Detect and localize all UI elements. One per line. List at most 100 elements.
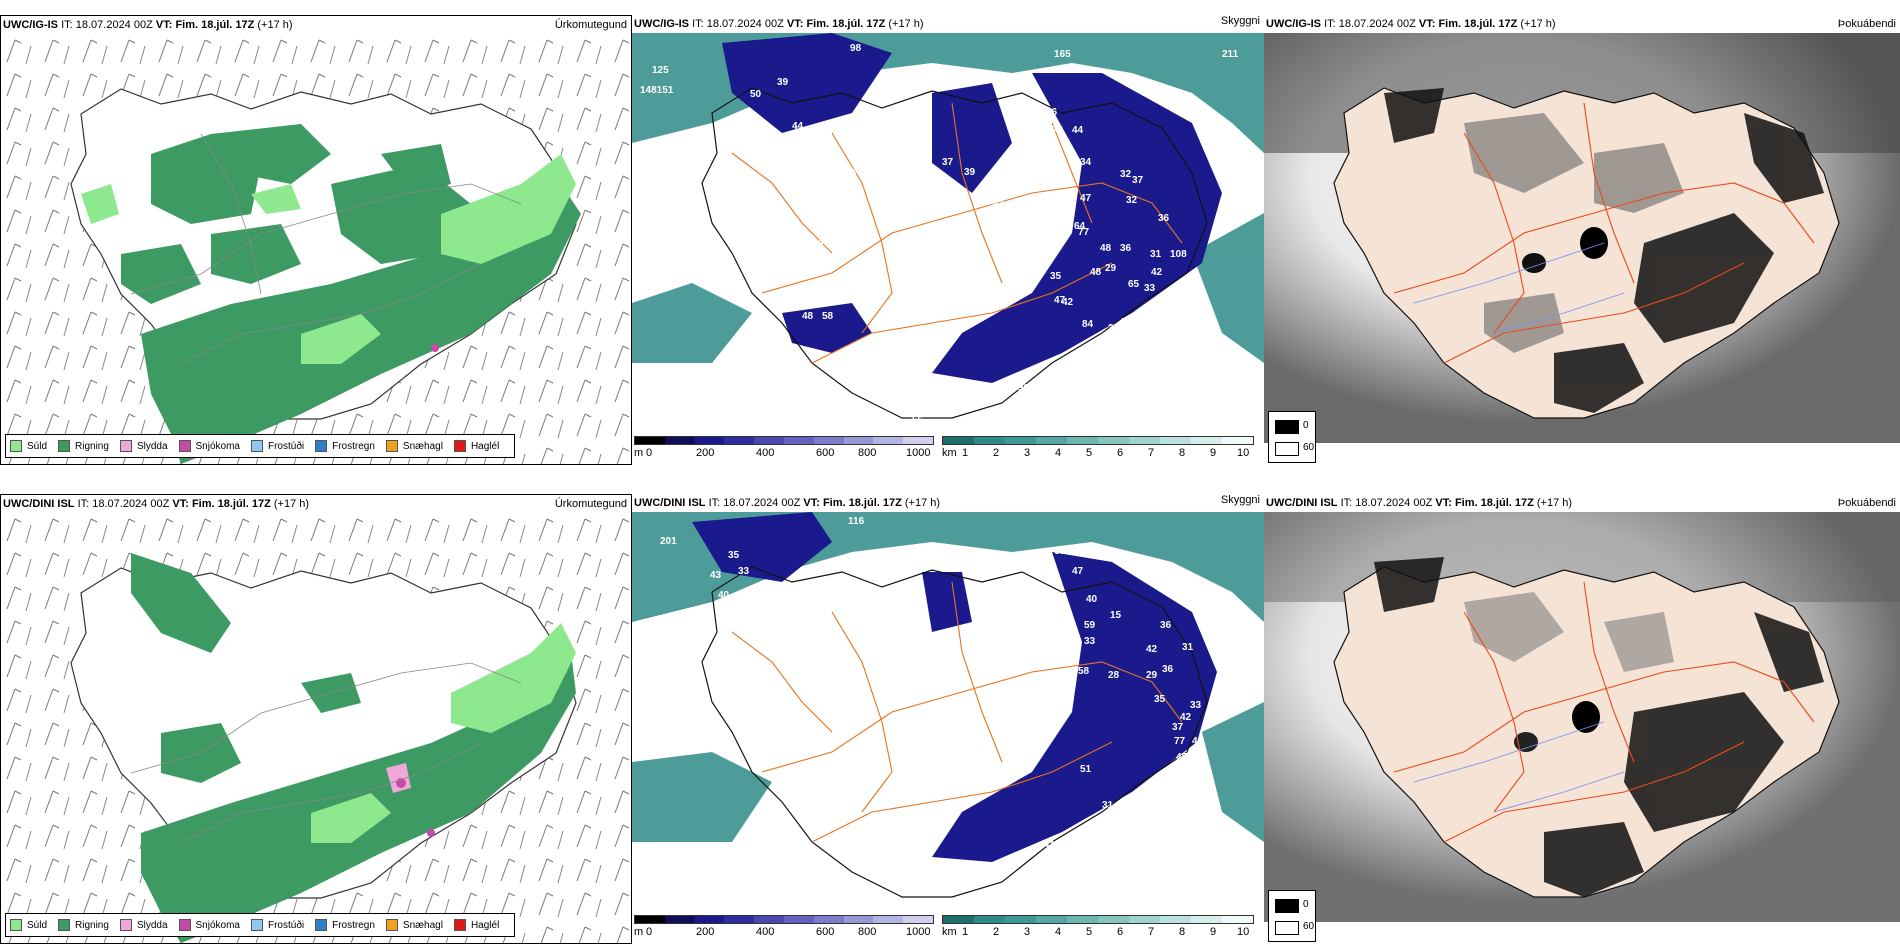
cloud-base-label: 32 xyxy=(1104,367,1116,378)
cloud-base-label: 37 xyxy=(1024,864,1036,875)
cloud-base-label: 33 xyxy=(1084,636,1096,647)
cloud-base-label: 76 xyxy=(1052,125,1064,136)
cloud-base-label: 42 xyxy=(1151,267,1163,278)
cloud-base-label: 31 xyxy=(1143,317,1155,328)
cloud-base-label: 36 xyxy=(1160,620,1172,631)
vis-scale-tick: 4 xyxy=(1055,926,1062,938)
cloud-base-label: 52 xyxy=(942,888,954,899)
vis-scale-tick: 3 xyxy=(1024,447,1031,459)
cloud-base-label: 70 xyxy=(848,411,860,422)
panel-header: UWC/DINI ISL IT: 18.07.2024 00Z VT: Fim.… xyxy=(3,498,310,510)
cloud-base-label: 77 xyxy=(1078,227,1090,238)
cloud-scale-tick: 400 xyxy=(756,926,775,938)
iceland-outline xyxy=(701,87,1208,419)
cloud-base-label: 44 xyxy=(1072,125,1084,136)
vis-scale-tick: 10 xyxy=(1237,926,1250,938)
fog-panel-row2: UWC/DINI ISL IT: 18.07.2024 00Z VT: Fim.… xyxy=(1264,494,1900,944)
visibility-scale-bar xyxy=(942,915,1254,924)
cloud-base-label: 51 xyxy=(1080,764,1092,775)
cloud-base-label: 45 xyxy=(1068,365,1080,376)
cloud-base-label: 67 xyxy=(810,181,822,192)
cloud-base-label: 49 xyxy=(963,397,975,408)
cloud-base-label: 29 xyxy=(1146,670,1158,681)
road-network xyxy=(1393,581,1815,843)
fog-map xyxy=(1264,512,1900,922)
panel-title: Skyggni xyxy=(1220,15,1260,27)
vis-scale-tick: 2 xyxy=(993,447,1000,459)
legend-item-snow-grains: Snæhagl xyxy=(385,919,443,931)
cloud-base-label: 66 xyxy=(1046,107,1058,118)
vis-scale-tick: 9 xyxy=(1210,447,1217,459)
panel-title: Þokuábendi xyxy=(1837,497,1896,509)
cloud-base-label: 98 xyxy=(850,43,862,54)
cloud-base-label: 31 xyxy=(1102,800,1114,811)
cloud-base-label: 31 xyxy=(1150,249,1162,260)
vis-scale-tick: 6 xyxy=(1117,926,1124,938)
cloud-base-label: 37 xyxy=(942,157,954,168)
visibility-scale-bar xyxy=(942,436,1254,445)
legend-item-hail: Haglél xyxy=(453,440,499,452)
vis-scale-tick: 1 xyxy=(962,926,969,938)
precip-type-panel-row1: UWC/IG-IS IT: 18.07.2024 00Z VT: Fim. 18… xyxy=(0,15,632,465)
fog-panel-row1: UWC/IG-IS IT: 18.07.2024 00Z VT: Fim. 18… xyxy=(1264,15,1900,465)
cloud-base-label: 47 xyxy=(1072,566,1084,577)
cloud-base-label: 34 xyxy=(1163,293,1175,304)
cloud-scale-tick: 800 xyxy=(858,447,877,459)
legend-item-drizzle: Súld xyxy=(10,919,47,931)
legend-item-hail: Haglél xyxy=(453,919,499,931)
cloud-base-label: 41 xyxy=(962,900,974,911)
visibility-panel-row1: 98 125 148151 39 50 44 85 67 47 43 42 37 39 95 51 76 66 4… xyxy=(632,15,1264,465)
cloud-base-label: 42 xyxy=(892,908,904,912)
cloud-scale-tick: 600 xyxy=(816,447,835,459)
cloud-scale-tick: 800 xyxy=(858,926,877,938)
cloud-base-label: 84 xyxy=(1082,319,1094,330)
cloud-base-label: 67 xyxy=(1054,546,1066,557)
legend-item-freezing-drizzle: Frostúði xyxy=(250,919,304,931)
precip-type-map xyxy=(1,513,631,943)
legend-item-freezing-rain: Frostregn xyxy=(315,440,375,452)
cloud-base-label: 40 xyxy=(718,590,730,601)
legend-item-rain: Rigning xyxy=(58,440,109,452)
cloud-scale-tick: 400 xyxy=(756,447,775,459)
cloud-base-label: 34 xyxy=(958,864,970,875)
cloud-base-label: 108 xyxy=(1170,249,1187,260)
panel-header: UWC/IG-IS IT: 18.07.2024 00Z VT: Fim. 18… xyxy=(634,18,924,30)
cloud-base-label: 36 xyxy=(1056,878,1068,889)
visibility-map: 98 125 148151 39 50 44 85 67 47 43 42 37 39 95 51 76 66 4… xyxy=(632,33,1264,433)
cloud-base-label: 47 xyxy=(1054,295,1066,306)
cloud-base-label: 44 xyxy=(792,121,804,132)
cloud-base-label: 41 xyxy=(1048,397,1060,408)
cloud-base-label: 15 xyxy=(1110,610,1122,621)
vis-scale-tick: 3 xyxy=(1024,926,1031,938)
cloud-base-label: 34 xyxy=(1080,157,1092,168)
cloud-base-label: 42 xyxy=(1180,712,1192,723)
cloud-base-label: 68 xyxy=(902,399,914,410)
cloud-base-label: 43 xyxy=(710,570,722,581)
cloud-base-label: 42 xyxy=(906,191,918,202)
cloud-scale-tick: 1000 xyxy=(906,447,931,459)
vis-scale-tick: 6 xyxy=(1117,447,1124,459)
legend-item-sleet: Slydda xyxy=(119,919,168,931)
cloud-base-label: 39 xyxy=(964,167,976,178)
cloud-base-label: 58 xyxy=(1078,666,1090,677)
cloud-base-label: 33 xyxy=(906,882,918,893)
drizzle-areas xyxy=(81,154,576,364)
cloud-base-label: 40 xyxy=(1086,594,1098,605)
low-cloud-areas xyxy=(692,512,1217,862)
cloud-base-label: 41 xyxy=(1044,840,1056,851)
panel-header: UWC/DINI ISL IT: 18.07.2024 00Z VT: Fim.… xyxy=(634,497,941,509)
cloud-scale-tick: 1000 xyxy=(906,926,931,938)
cloud-base-label: 42 xyxy=(1146,644,1158,655)
cloud-base-label: 36 xyxy=(1162,664,1174,675)
cloud-base-labels: 116 201 35 43 33 40 67 47 40 15 59 33 36 42 58 28 29 31 36… xyxy=(660,516,1204,912)
cloud-base-label: 33 xyxy=(1054,856,1066,867)
vis-scale-tick: 7 xyxy=(1148,447,1155,459)
cloud-base-label: 47 xyxy=(818,237,830,248)
cloud-scale-tick: 600 xyxy=(816,926,835,938)
river-lines xyxy=(1413,721,1625,813)
cloud-scale-tick: 200 xyxy=(696,926,715,938)
cloud-scale-unit: m xyxy=(634,926,644,938)
cloud-scale-tick: 200 xyxy=(696,447,715,459)
snow-spot xyxy=(431,344,439,352)
precip-type-map xyxy=(1,34,631,464)
